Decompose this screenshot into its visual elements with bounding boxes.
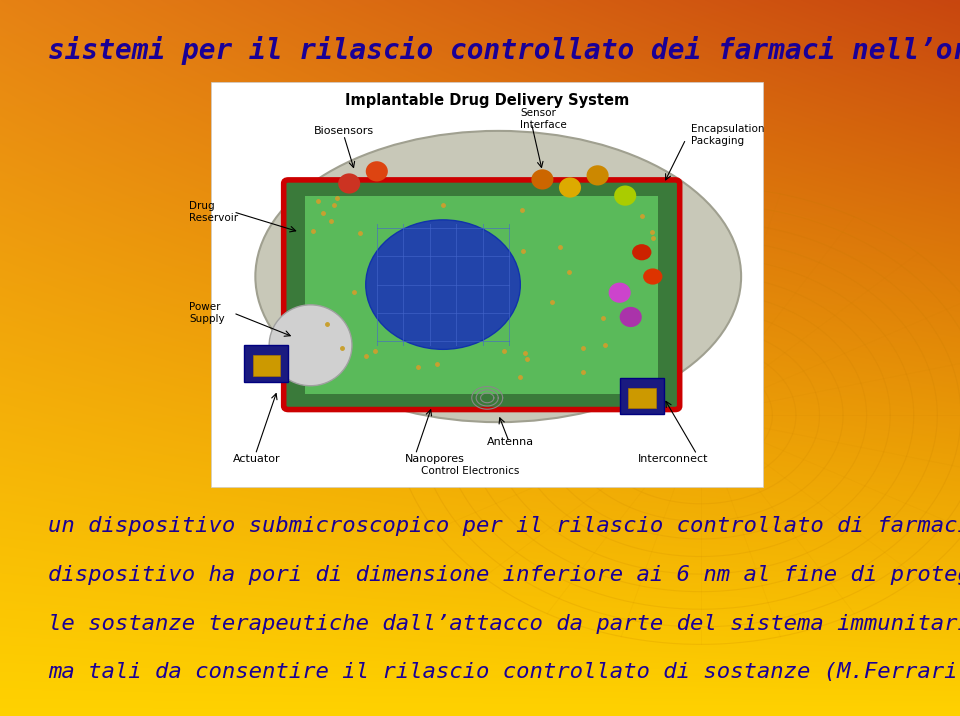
Ellipse shape bbox=[366, 161, 388, 181]
Ellipse shape bbox=[619, 307, 641, 327]
Text: dispositivo ha pori di dimensione inferiore ai 6 nm al fine di proteggere: dispositivo ha pori di dimensione inferi… bbox=[48, 565, 960, 585]
Ellipse shape bbox=[338, 173, 360, 193]
FancyBboxPatch shape bbox=[211, 82, 763, 487]
Text: Encapsulation
Packaging: Encapsulation Packaging bbox=[691, 124, 765, 146]
Text: le sostanze terapeutiche dall’attacco da parte del sistema immunitario: le sostanze terapeutiche dall’attacco da… bbox=[48, 614, 960, 634]
Ellipse shape bbox=[366, 220, 520, 349]
Text: un dispositivo submicroscopico per il rilascio controllato di farmaci.  Il: un dispositivo submicroscopico per il ri… bbox=[48, 516, 960, 536]
FancyBboxPatch shape bbox=[284, 180, 680, 410]
Text: sistemi per il rilascio controllato dei farmaci nell’organismo: sistemi per il rilascio controllato dei … bbox=[48, 36, 960, 64]
Ellipse shape bbox=[614, 185, 636, 205]
Text: Implantable Drug Delivery System: Implantable Drug Delivery System bbox=[345, 93, 630, 108]
FancyBboxPatch shape bbox=[628, 388, 656, 408]
FancyBboxPatch shape bbox=[620, 377, 664, 414]
FancyBboxPatch shape bbox=[244, 345, 288, 382]
Text: Antenna: Antenna bbox=[487, 437, 535, 448]
Text: ma tali da consentire il rilascio controllato di sostanze (M.Ferrari  et al.): ma tali da consentire il rilascio contro… bbox=[48, 662, 960, 682]
Text: Interconnect: Interconnect bbox=[637, 453, 708, 463]
FancyBboxPatch shape bbox=[305, 195, 659, 394]
Ellipse shape bbox=[609, 283, 631, 303]
Text: Drug
Reservoir: Drug Reservoir bbox=[189, 201, 238, 223]
Ellipse shape bbox=[632, 244, 652, 261]
FancyBboxPatch shape bbox=[252, 355, 280, 376]
Text: Control Electronics: Control Electronics bbox=[420, 465, 519, 475]
Ellipse shape bbox=[559, 178, 581, 198]
Ellipse shape bbox=[532, 169, 553, 190]
Text: Sensor
Interface: Sensor Interface bbox=[520, 108, 567, 130]
Text: Nanopores: Nanopores bbox=[404, 453, 465, 463]
Ellipse shape bbox=[587, 165, 609, 185]
Text: Biosensors: Biosensors bbox=[314, 126, 373, 136]
Text: Actuator: Actuator bbox=[233, 453, 281, 463]
Text: Power
Supply: Power Supply bbox=[189, 302, 225, 324]
Ellipse shape bbox=[255, 131, 741, 422]
Ellipse shape bbox=[269, 305, 352, 386]
Ellipse shape bbox=[643, 268, 662, 284]
